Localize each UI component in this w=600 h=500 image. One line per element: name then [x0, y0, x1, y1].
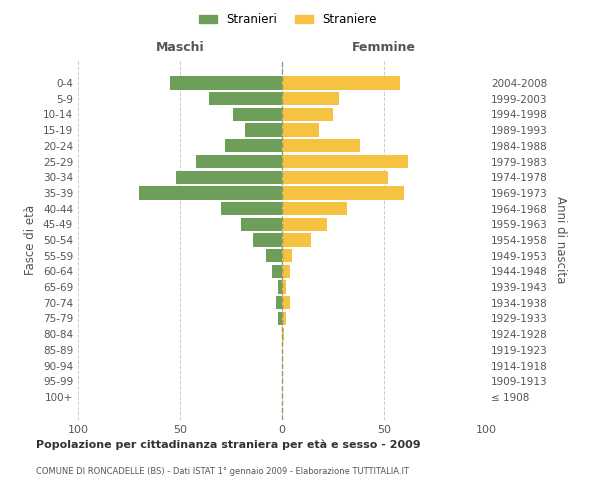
Bar	[266, 249, 282, 262]
Bar	[282, 108, 333, 121]
Bar	[282, 124, 319, 137]
Bar	[221, 202, 282, 215]
Bar	[176, 170, 282, 184]
Bar	[225, 139, 282, 152]
Bar	[278, 312, 282, 325]
Bar	[282, 218, 327, 231]
Bar	[282, 76, 400, 90]
Bar	[282, 92, 339, 106]
Bar	[282, 312, 286, 325]
Bar	[241, 218, 282, 231]
Bar	[282, 249, 292, 262]
Bar	[139, 186, 282, 200]
Bar	[282, 296, 290, 310]
Bar	[282, 186, 404, 200]
Y-axis label: Anni di nascita: Anni di nascita	[554, 196, 567, 284]
Bar	[233, 108, 282, 121]
Bar	[282, 328, 284, 341]
Bar	[170, 76, 282, 90]
Bar	[245, 124, 282, 137]
Bar	[282, 139, 359, 152]
Bar	[253, 234, 282, 246]
Bar	[282, 280, 286, 294]
Text: Maschi: Maschi	[155, 40, 205, 54]
Bar	[209, 92, 282, 106]
Bar	[276, 296, 282, 310]
Bar	[282, 202, 347, 215]
Bar	[282, 170, 388, 184]
Legend: Stranieri, Straniere: Stranieri, Straniere	[194, 8, 382, 31]
Text: Popolazione per cittadinanza straniera per età e sesso - 2009: Popolazione per cittadinanza straniera p…	[36, 440, 421, 450]
Bar	[282, 264, 290, 278]
Bar	[282, 234, 311, 246]
Bar	[196, 155, 282, 168]
Bar	[278, 280, 282, 294]
Y-axis label: Fasce di età: Fasce di età	[25, 205, 37, 275]
Text: Femmine: Femmine	[352, 40, 416, 54]
Text: COMUNE DI RONCADELLE (BS) - Dati ISTAT 1° gennaio 2009 - Elaborazione TUTTITALIA: COMUNE DI RONCADELLE (BS) - Dati ISTAT 1…	[36, 468, 409, 476]
Bar	[282, 155, 409, 168]
Bar	[272, 264, 282, 278]
